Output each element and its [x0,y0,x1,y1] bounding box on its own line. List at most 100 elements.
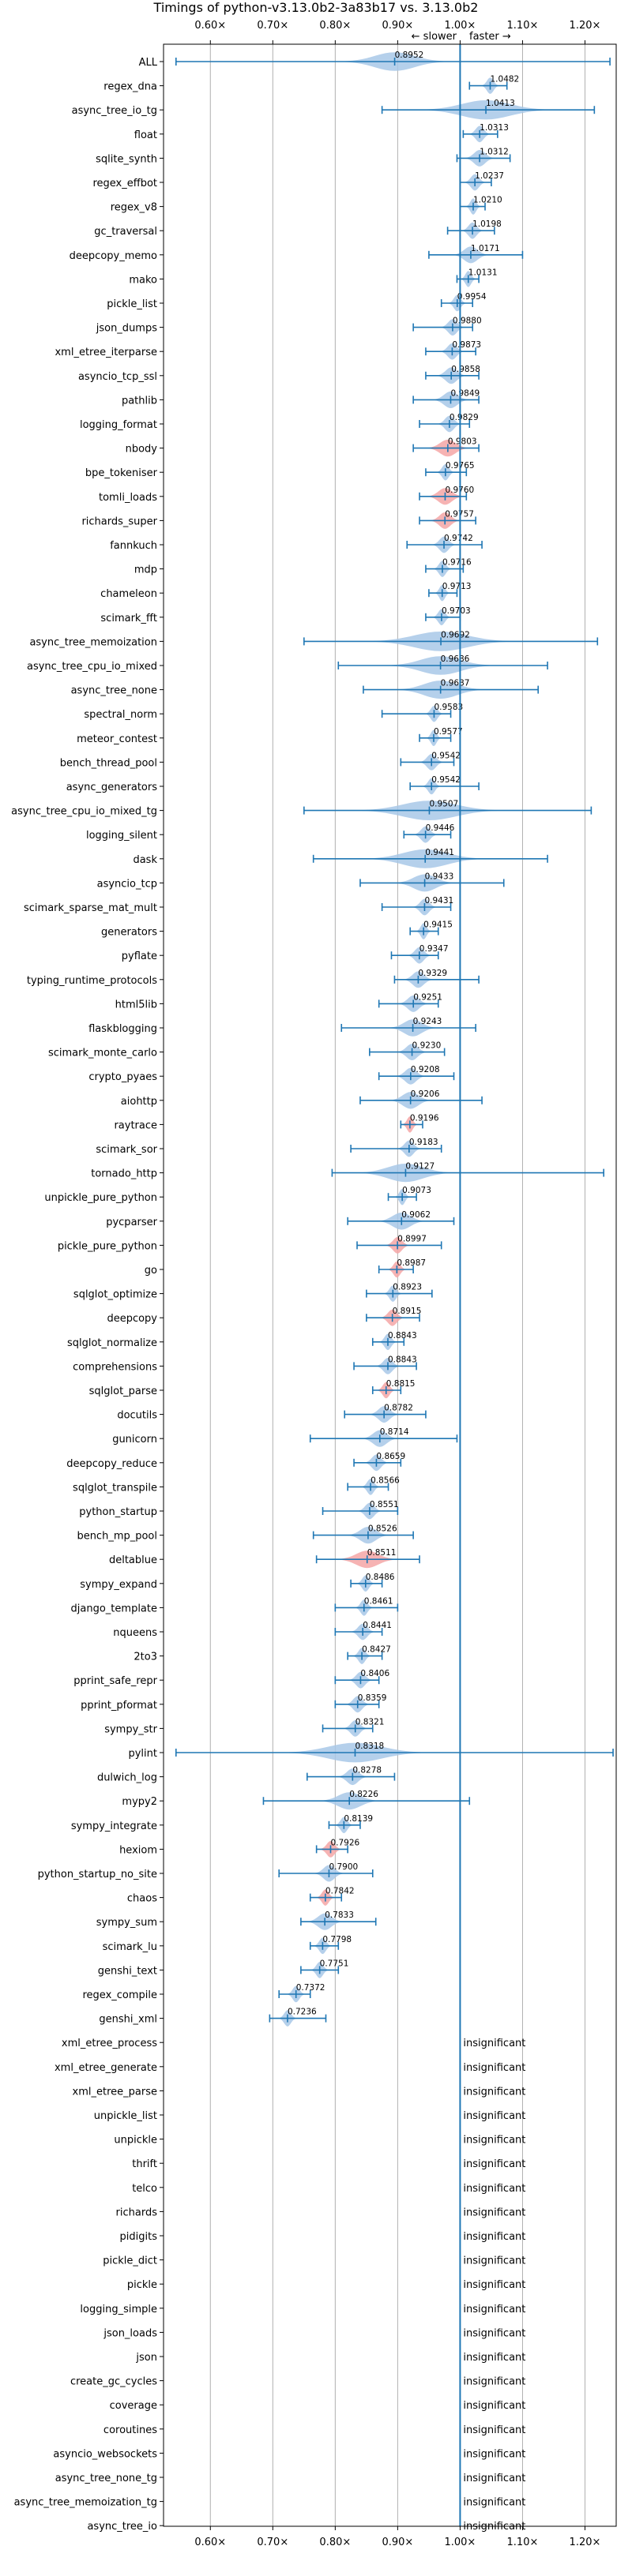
benchmark-row: pprint_pformat 0.8359 [81,1693,387,1713]
x-tick-label-top: 1.20× [570,20,601,32]
value-label: 0.9849 [450,388,480,398]
value-label: 0.9713 [442,582,472,591]
benchmark-label: xml_etree_generate [55,2062,157,2074]
benchmark-label: pprint_pformat [81,1700,157,1712]
value-label: 0.7900 [329,1862,358,1872]
value-label: 0.9431 [424,896,453,906]
benchmark-label: python_startup [79,1506,157,1518]
value-label: 1.0312 [480,147,509,156]
benchmark-label: scimark_lu [103,1941,157,1953]
value-label: 0.8997 [397,1234,427,1243]
insignificant-label: insignificant [463,2135,525,2147]
benchmark-label: sqlite_synth [96,153,157,165]
benchmark-row: genshi_text 0.7751 [98,1959,348,1978]
benchmark-row: docutils 0.8782 [117,1404,427,1423]
value-label: 0.9686 [441,654,470,664]
benchmark-label: scimark_monte_carlo [48,1048,157,1059]
benchmark-label: genshi_text [98,1965,157,1977]
value-label: 0.9829 [450,413,479,422]
benchmark-label: mypy2 [122,1796,157,1808]
benchmark-label: regex_compile [82,1989,157,2001]
benchmark-label: hexiom [119,1844,157,1856]
benchmark-label: meteor_contest [77,733,157,745]
value-label: 0.9347 [419,944,449,954]
benchmark-row: spectral_norm 0.9583 [84,703,463,722]
insignificant-label: insignificant [463,2183,525,2195]
benchmark-label: xml_etree_process [62,2038,157,2049]
faster-direction-label: faster → [469,31,511,43]
benchmark-row: unpickle insignificant [114,2135,525,2147]
value-label: 0.8461 [364,1596,393,1606]
benchmark-row: unpickle_list insignificant [94,2110,526,2122]
value-label: 0.9858 [451,365,480,374]
insignificant-label: insignificant [463,2062,525,2074]
benchmark-label: async_tree_io [87,2521,157,2533]
benchmark-row: sympy_str 0.8321 [104,1717,384,1737]
benchmark-row: python_startup 0.8551 [79,1500,399,1520]
benchmark-label: pickle_dict [103,2255,157,2267]
value-label: 0.8923 [393,1283,422,1292]
value-label: 0.9880 [453,317,482,326]
benchmark-row: nqueens 0.8441 [113,1621,392,1640]
benchmark-label: float [134,129,157,141]
benchmark-row: pycparser 0.9062 [106,1210,455,1230]
benchmark-label: async_generators [66,782,158,793]
benchmark-label: thrift [132,2158,157,2170]
benchmark-row: async_tree_memoization_tg insignificant [14,2497,526,2509]
x-tick-label-bottom: 1.10× [507,2537,539,2548]
benchmark-row: deltablue 0.8511 [109,1548,420,1569]
value-label: 0.8359 [358,1693,387,1703]
benchmark-row: nbody 0.9803 [126,437,480,457]
benchmark-label: dask [133,854,157,866]
benchmark-row: generators 0.9415 [101,921,453,939]
benchmark-row: deepcopy_reduce 0.8659 [66,1452,405,1472]
benchmark-label: 2to3 [134,1652,157,1663]
benchmark-row: coverage insignificant [110,2400,526,2412]
value-label: 0.9196 [410,1113,439,1123]
benchmark-row: telco insignificant [132,2183,525,2195]
benchmark-row: async_tree_cpu_io_mixed 0.9686 [27,654,548,675]
x-tick-label-top: 0.80× [319,20,351,32]
insignificant-label: insignificant [463,2255,525,2267]
value-label: 1.0313 [480,123,509,133]
value-label: 0.9742 [444,534,473,543]
benchmark-row: scimark_sparse_mat_mult 0.9431 [24,896,453,916]
insignificant-label: insignificant [463,2473,525,2484]
x-tick-layer: 0.60× 0.60× 0.70× 0.70× 0.80× 0.80× 0.90× 0.90×… [194,20,600,2548]
benchmark-row: genshi_xml 0.7236 [99,2008,327,2027]
x-tick-label-top: 0.90× [382,20,413,32]
benchmark-label: sqlglot_optimize [73,1289,157,1301]
benchmark-row: async_tree_cpu_io_mixed_tg 0.9507 [11,800,592,820]
benchmark-label: tornado_http [91,1168,157,1180]
value-label: 0.8714 [380,1427,409,1437]
benchmark-row: pathlib 0.9849 [122,388,480,408]
value-label: 0.8952 [395,51,424,60]
x-tick-label-bottom: 0.60× [194,2537,226,2548]
benchmark-row: async_tree_memoization 0.9692 [29,630,599,651]
benchmark-label: sympy_integrate [71,1820,157,1832]
benchmark-row: 2to3 0.8427 [134,1645,391,1664]
value-label: 0.9583 [434,703,463,712]
benchmark-label: pyflate [122,951,157,962]
benchmark-label: mako [129,274,157,286]
benchmark-row: asyncio_tcp 0.9433 [97,872,505,892]
benchmark-label: ALL [139,57,158,69]
insignificant-label: insignificant [463,2424,525,2436]
value-label: 0.8139 [344,1814,373,1824]
benchmark-row: logging_silent 0.9446 [86,823,455,843]
x-tick-label-bottom: 1.20× [570,2537,601,2548]
value-label: 0.9251 [413,992,442,1002]
x-tick-label-bottom: 0.70× [257,2537,288,2548]
benchmark-row: coroutines insignificant [103,2424,525,2436]
benchmark-label: scimark_sparse_mat_mult [24,902,157,914]
benchmark-row: logging_format 0.9829 [80,413,479,433]
benchmark-label: docutils [117,1410,157,1422]
value-label: 0.8441 [363,1621,392,1630]
benchmark-label: mdp [134,564,157,576]
benchmark-label: regex_v8 [111,202,157,214]
insignificant-label: insignificant [463,2086,525,2098]
benchmark-label: richards [116,2207,158,2218]
benchmark-row: deepcopy_memo 1.0171 [70,244,524,264]
value-label: 0.9433 [425,872,454,881]
